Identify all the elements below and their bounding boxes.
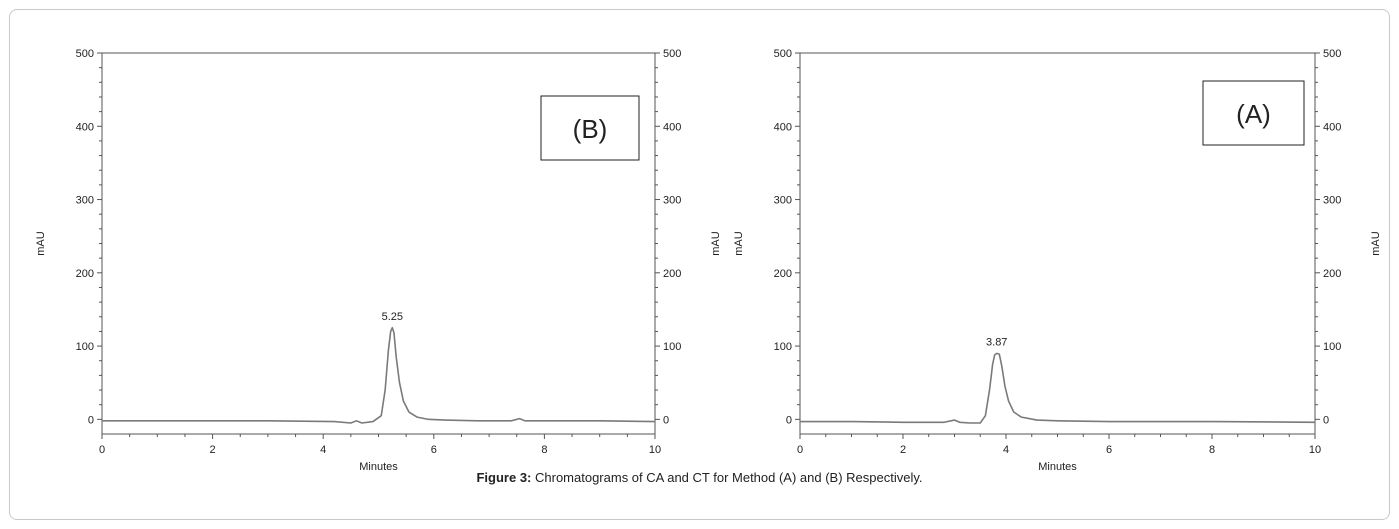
chart-b-series-line bbox=[102, 326, 656, 424]
chart-a-x-tick-label: 0 bbox=[797, 444, 803, 456]
chart-a-x-tick-label: 6 bbox=[1106, 444, 1112, 456]
chart-b-x-tick-label: 4 bbox=[320, 444, 326, 456]
chart-b-y-tick-label-left: 100 bbox=[76, 341, 94, 353]
chart-b-y-tick-label-left: 400 bbox=[76, 121, 94, 133]
chart-b-x-tick-label: 2 bbox=[210, 444, 216, 456]
chart-a-y-tick-label-right: 200 bbox=[1323, 268, 1341, 280]
chart-b-y-tick-label-left: 0 bbox=[88, 414, 94, 426]
chart-b-y-tick-label-right: 100 bbox=[663, 341, 681, 353]
chart-a-y-tick-label-left: 0 bbox=[786, 414, 792, 426]
chart-a-y-tick-label-right: 0 bbox=[1323, 414, 1329, 426]
figure-label: Figure 3: bbox=[476, 470, 532, 485]
chart-a-y-tick-label-right: 300 bbox=[1323, 195, 1341, 207]
chart-b-y-tick-label-left: 300 bbox=[76, 195, 94, 207]
chart-a-y-tick-label-right: 500 bbox=[1323, 48, 1341, 60]
chart-a-y-tick-label-left: 400 bbox=[774, 121, 792, 133]
chart-a-y-axis-label-right: mAU bbox=[1370, 231, 1382, 256]
chart-a-y-tick-label-left: 300 bbox=[774, 195, 792, 207]
chart-a-x-tick-label: 10 bbox=[1309, 444, 1321, 456]
chart-a-series-line bbox=[800, 352, 1316, 424]
chart-b-y-tick-label-right: 0 bbox=[663, 414, 669, 426]
chart-a-x-tick-label: 4 bbox=[1003, 444, 1009, 456]
chart-b-peak-label: 5.25 bbox=[382, 311, 403, 323]
chart-a-peak-label: 3.87 bbox=[986, 336, 1007, 348]
chart-a-y-tick-label-left: 100 bbox=[774, 341, 792, 353]
chart-a-panel-label: (A) bbox=[1236, 99, 1271, 129]
caption-text: Chromatograms of CA and CT for Method (A… bbox=[531, 470, 923, 485]
chart-b-x-tick-label: 6 bbox=[431, 444, 437, 456]
chart-a-y-tick-label-right: 400 bbox=[1323, 121, 1341, 133]
chart-b-x-tick-label: 10 bbox=[649, 444, 661, 456]
chart-b-y-tick-label-right: 300 bbox=[663, 195, 681, 207]
chart-b-panel-label-box bbox=[540, 95, 640, 161]
chart-b-y-tick-label-right: 500 bbox=[663, 48, 681, 60]
chart-b-y-tick-label-right: 400 bbox=[663, 121, 681, 133]
chart-a-y-axis-label-left: mAU bbox=[733, 231, 745, 256]
chart-a-x-axis-label: Minutes bbox=[1038, 461, 1077, 473]
chart-a-y-tick-label-left: 200 bbox=[774, 268, 792, 280]
chart-b-y-axis-label-left: mAU bbox=[35, 231, 47, 256]
chart-b-x-tick-label: 8 bbox=[541, 444, 547, 456]
chart-a-panel-label-box bbox=[1202, 80, 1305, 146]
chart-b-panel-label: (B) bbox=[573, 114, 608, 144]
chart-b-y-tick-label-right: 200 bbox=[663, 268, 681, 280]
chart-b-y-axis-label-right: mAU bbox=[710, 231, 722, 256]
chart-b-y-tick-label-left: 200 bbox=[76, 268, 94, 280]
chart-b-x-axis-label: Minutes bbox=[359, 461, 398, 473]
figure-caption: Figure 3: Chromatograms of CA and CT for… bbox=[0, 470, 1399, 485]
chart-b-x-tick-label: 0 bbox=[99, 444, 105, 456]
chart-b-y-tick-label-left: 500 bbox=[76, 48, 94, 60]
chart-a-y-tick-label-left: 500 bbox=[774, 48, 792, 60]
chart-a-x-tick-label: 2 bbox=[900, 444, 906, 456]
chart-a-y-tick-label-right: 100 bbox=[1323, 341, 1341, 353]
figure-frame bbox=[9, 9, 1390, 520]
chart-a-x-tick-label: 8 bbox=[1209, 444, 1215, 456]
